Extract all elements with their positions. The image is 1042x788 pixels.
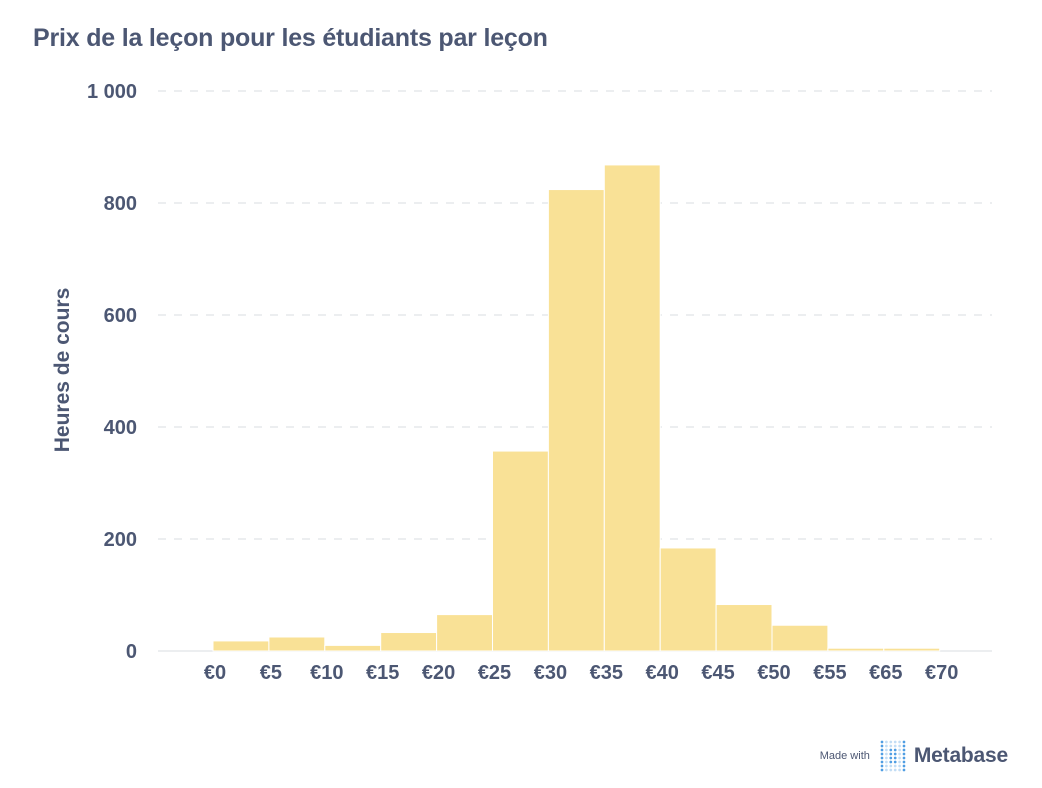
histogram-bar[interactable]	[324, 644, 382, 652]
logo-dot	[898, 756, 901, 760]
logo-dot	[889, 764, 893, 768]
y-tick-label: 200	[104, 529, 137, 551]
y-tick-label: 1 000	[87, 81, 137, 103]
metabase-logo-dots	[880, 740, 906, 772]
logo-dot	[902, 760, 906, 764]
logo-dot	[898, 764, 901, 768]
logo-dot	[893, 764, 897, 768]
logo-dot	[884, 740, 888, 744]
logo-dot	[880, 744, 884, 748]
y-tick-label: 400	[104, 417, 137, 439]
x-tick-label: €30	[534, 662, 567, 684]
y-axis-label: Heures de cours	[51, 288, 74, 453]
logo-dot	[889, 768, 893, 772]
histogram-bar[interactable]	[715, 604, 773, 652]
histogram-bar[interactable]	[547, 189, 605, 652]
logo-dot	[898, 752, 901, 756]
x-axis-ticks: €0 €5 €10 €15 €20 €25 €30 €35 €40 €45 €50 €55 €65 €70	[204, 662, 959, 684]
x-tick-label: €15	[366, 662, 399, 684]
histogram-bar[interactable]	[771, 624, 829, 652]
x-tick-label: €40	[646, 662, 679, 684]
logo-dot	[889, 740, 893, 744]
bars	[212, 164, 941, 652]
x-tick-label: €0	[204, 662, 226, 684]
histogram-bar[interactable]	[603, 164, 661, 652]
x-tick-label: €5	[260, 662, 282, 684]
logo-dot	[884, 752, 888, 756]
logo-dot	[893, 756, 897, 760]
x-tick-label: €10	[310, 662, 343, 684]
logo-dot	[889, 760, 893, 764]
logo-dot	[889, 756, 893, 760]
logo-dot	[889, 748, 893, 752]
x-tick-label: €70	[925, 662, 958, 684]
logo-dot	[884, 764, 888, 768]
logo-dot	[893, 760, 897, 764]
logo-dot	[898, 768, 901, 772]
x-tick-label: €65	[869, 662, 902, 684]
histogram-chart: 0 200 400 600 800 1 000 €0 €5 €10 €15 €20 €25 €30 €3…	[51, 81, 992, 684]
logo-dot	[902, 756, 906, 760]
logo-dot	[902, 764, 906, 768]
logo-dot	[884, 756, 888, 760]
made-with-text: Made with	[819, 750, 870, 762]
logo-dot	[880, 740, 884, 744]
logo-dot	[893, 740, 897, 744]
logo-dot	[884, 768, 888, 772]
logo-dot	[898, 760, 901, 764]
y-tick-label: 600	[104, 305, 137, 327]
y-tick-label: 0	[126, 641, 137, 663]
logo-dot	[880, 756, 884, 760]
histogram-bar[interactable]	[883, 647, 941, 652]
histogram-bar[interactable]	[212, 640, 270, 652]
logo-dot	[889, 744, 893, 748]
x-tick-label: €25	[478, 662, 511, 684]
logo-dot	[893, 744, 897, 748]
logo-dot	[902, 768, 906, 772]
x-tick-label: €55	[813, 662, 846, 684]
logo-dot	[898, 748, 901, 752]
logo-dot	[893, 768, 897, 772]
x-tick-label: €50	[757, 662, 790, 684]
chart-title: Prix de la leçon pour les étudiants par …	[33, 24, 548, 52]
logo-dot	[880, 764, 884, 768]
y-tick-label: 800	[104, 193, 137, 215]
logo-dot	[889, 752, 893, 756]
logo-dot	[884, 744, 888, 748]
y-axis-ticks: 0 200 400 600 800 1 000	[87, 81, 137, 663]
x-tick-label: €35	[590, 662, 623, 684]
histogram-bar[interactable]	[492, 450, 549, 652]
histogram-bar[interactable]	[436, 614, 494, 652]
logo-dot	[898, 740, 901, 744]
logo-dot	[902, 748, 906, 752]
x-tick-label: €45	[701, 662, 734, 684]
logo-dot	[880, 748, 884, 752]
logo-dot	[902, 752, 906, 756]
metabase-logo-icon	[880, 740, 906, 772]
logo-dot	[893, 748, 897, 752]
logo-dot	[902, 744, 906, 748]
logo-dot	[880, 760, 884, 764]
logo-dot	[880, 768, 884, 772]
histogram-bar[interactable]	[268, 636, 326, 652]
histogram-bar[interactable]	[827, 647, 885, 652]
logo-dot	[898, 744, 901, 748]
logo-dot	[902, 740, 906, 744]
histogram-bar[interactable]	[380, 632, 438, 652]
made-with-metabase-footer[interactable]: Made with Metabase	[820, 740, 1008, 772]
logo-dot	[884, 760, 888, 764]
logo-dot	[893, 752, 897, 756]
x-tick-label: €20	[422, 662, 455, 684]
metabase-brand-text: Metabase	[913, 744, 1008, 767]
logo-dot	[880, 752, 884, 756]
logo-dot	[884, 748, 888, 752]
histogram-bar[interactable]	[659, 547, 717, 652]
